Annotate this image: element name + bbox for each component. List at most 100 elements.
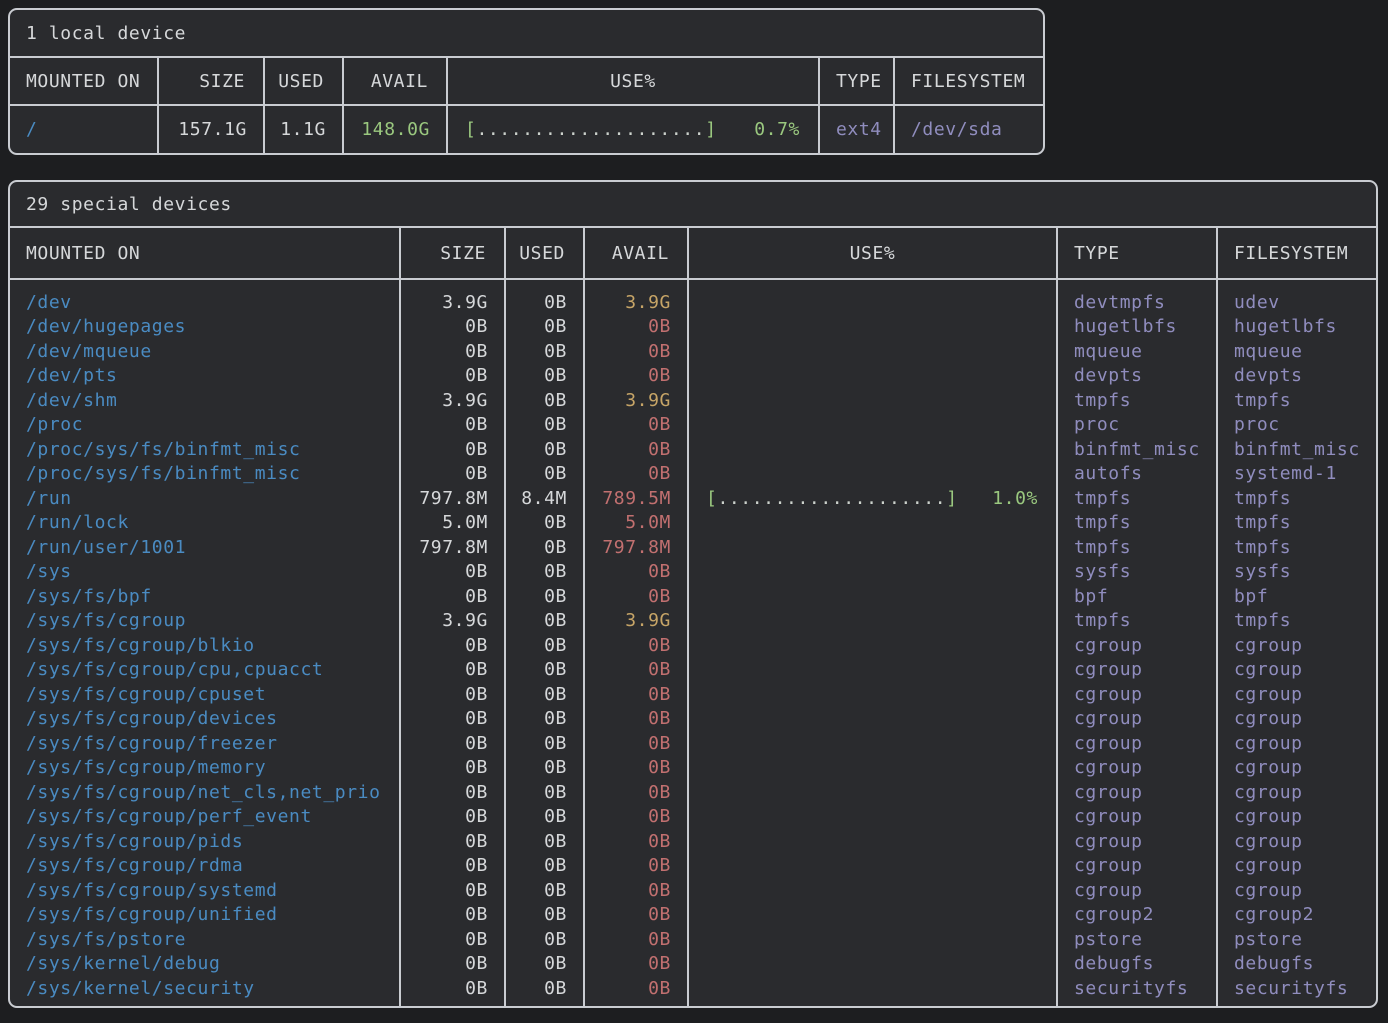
use-percent-cell <box>689 437 1058 462</box>
table-row: /dev 3.9G 0B 3.9G devtmpfs udev <box>10 290 1376 315</box>
filesystem-cell: debugfs <box>1234 953 1315 975</box>
table-row: /dev/mqueue 0B 0B 0B mqueue mqueue <box>10 339 1376 364</box>
table-row: /dev/shm 3.9G 0B 3.9G tmpfs tmpfs <box>10 388 1376 413</box>
filesystem-cell: /dev/sda <box>911 119 1003 140</box>
table-row: /sys/fs/bpf 0B 0B 0B bpf bpf <box>10 584 1376 609</box>
use-percent-cell <box>689 658 1058 683</box>
type-cell: autofs <box>1074 463 1143 485</box>
use-percent-cell <box>689 952 1058 977</box>
type-cell: tmpfs <box>1074 487 1132 509</box>
used-cell: 0B <box>544 316 567 338</box>
avail-cell: 5.0M <box>625 512 671 534</box>
use-percent-cell <box>689 339 1058 364</box>
table-row: /sys/fs/cgroup/cpuset 0B 0B 0B cgroup cgroup <box>10 682 1376 707</box>
use-percent-cell <box>689 584 1058 609</box>
header-type: TYPE <box>820 58 895 104</box>
type-cell: devpts <box>1074 365 1143 387</box>
mounted-on-cell: /sys/fs/cgroup <box>26 610 187 632</box>
mounted-on-cell: /dev/hugepages <box>26 316 187 338</box>
used-cell: 0B <box>544 414 567 436</box>
size-cell: 3.9G <box>442 389 488 411</box>
avail-cell: 0B <box>648 977 671 999</box>
special-devices-header-row: MOUNTED ON SIZE USED AVAIL USE% TYPE FIL… <box>10 228 1376 280</box>
mounted-on-cell: /sys/fs/cgroup/cpu,cpuacct <box>26 659 324 681</box>
avail-cell: 0B <box>648 708 671 730</box>
use-percent-cell <box>689 707 1058 732</box>
use-percent-cell <box>689 682 1058 707</box>
table-row: /sys/fs/cgroup 3.9G 0B 3.9G tmpfs tmpfs <box>10 609 1376 634</box>
size-cell: 0B <box>465 438 488 460</box>
mounted-on-cell: / <box>26 119 38 140</box>
table-row: /sys/fs/cgroup/pids 0B 0B 0B cgroup cgroup <box>10 829 1376 854</box>
usage-percent: 0.7% <box>754 119 800 140</box>
type-cell: cgroup <box>1074 634 1143 656</box>
header-used: USED <box>265 58 344 104</box>
filesystem-cell: cgroup <box>1234 708 1303 730</box>
usage-bar: [....................] <box>465 119 717 140</box>
table-row: /sys 0B 0B 0B sysfs sysfs <box>10 560 1376 585</box>
avail-cell: 0B <box>648 781 671 803</box>
use-percent-cell <box>689 315 1058 340</box>
used-cell: 0B <box>544 610 567 632</box>
size-cell: 0B <box>465 855 488 877</box>
column-divider <box>342 106 344 153</box>
column-divider <box>1056 280 1058 1006</box>
filesystem-cell: cgroup <box>1234 683 1303 705</box>
header-filesystem: FILESYSTEM <box>911 70 1026 92</box>
type-cell: cgroup <box>1074 830 1143 852</box>
use-percent-cell <box>689 413 1058 438</box>
column-divider <box>583 280 585 1006</box>
special-devices-body: /dev 3.9G 0B 3.9G devtmpfs udev/dev/hugepages… <box>10 280 1376 1006</box>
table-row: /proc/sys/fs/binfmt_misc 0B 0B 0B autofs syst… <box>10 462 1376 487</box>
avail-cell: 0B <box>648 585 671 607</box>
table-row: /dev/pts 0B 0B 0B devpts devpts <box>10 364 1376 389</box>
used-cell: 0B <box>544 389 567 411</box>
use-percent-cell <box>689 927 1058 952</box>
avail-cell: 3.9G <box>625 389 671 411</box>
size-cell: 797.8M <box>419 487 488 509</box>
filesystem-cell: securityfs <box>1234 977 1349 999</box>
table-row: /sys/fs/pstore 0B 0B 0B pstore pstore <box>10 927 1376 952</box>
filesystem-cell: bpf <box>1234 585 1269 607</box>
size-cell: 0B <box>465 585 488 607</box>
column-divider <box>893 106 895 153</box>
used-cell: 0B <box>544 977 567 999</box>
avail-cell: 0B <box>648 365 671 387</box>
bar-left-bracket: [ <box>465 119 477 140</box>
table-row: /run/user/1001 797.8M 0B 797.8M tmpfs tmpfs <box>10 535 1376 560</box>
filesystem-cell: cgroup <box>1234 757 1303 779</box>
special-devices-title: 29 special devices <box>10 182 1376 228</box>
used-cell: 0B <box>544 365 567 387</box>
filesystem-cell: cgroup <box>1234 830 1303 852</box>
type-cell: cgroup <box>1074 708 1143 730</box>
avail-cell: 0B <box>648 928 671 950</box>
avail-cell: 0B <box>648 879 671 901</box>
avail-cell: 0B <box>648 855 671 877</box>
header-mounted-on: MOUNTED ON <box>10 228 401 278</box>
avail-cell: 0B <box>648 634 671 656</box>
size-cell: 0B <box>465 781 488 803</box>
table-row: /proc 0B 0B 0B proc proc <box>10 413 1376 438</box>
table-row: /sys/fs/cgroup/unified 0B 0B 0B cgroup2 cgrou… <box>10 903 1376 928</box>
table-row: /sys/fs/cgroup/cpu,cpuacct 0B 0B 0B cgroup cg… <box>10 658 1376 683</box>
avail-cell: 797.8M <box>602 536 671 558</box>
size-cell: 0B <box>465 757 488 779</box>
size-cell: 3.9G <box>442 610 488 632</box>
used-cell: 0B <box>544 708 567 730</box>
size-cell: 0B <box>465 414 488 436</box>
type-cell: cgroup <box>1074 879 1143 901</box>
filesystem-cell: cgroup <box>1234 732 1303 754</box>
mounted-on-cell: /sys/fs/cgroup/memory <box>26 757 267 779</box>
mounted-on-cell: /sys/kernel/debug <box>26 953 221 975</box>
type-cell: sysfs <box>1074 561 1132 583</box>
header-used: USED <box>506 228 585 278</box>
used-cell: 0B <box>544 757 567 779</box>
mounted-on-cell: /proc/sys/fs/binfmt_misc <box>26 463 301 485</box>
mounted-on-cell: /sys/fs/bpf <box>26 585 152 607</box>
type-cell: cgroup <box>1074 781 1143 803</box>
type-cell: cgroup2 <box>1074 904 1155 926</box>
used-cell: 0B <box>544 781 567 803</box>
filesystem-cell: systemd-1 <box>1234 463 1337 485</box>
use-percent-cell <box>689 976 1058 1001</box>
